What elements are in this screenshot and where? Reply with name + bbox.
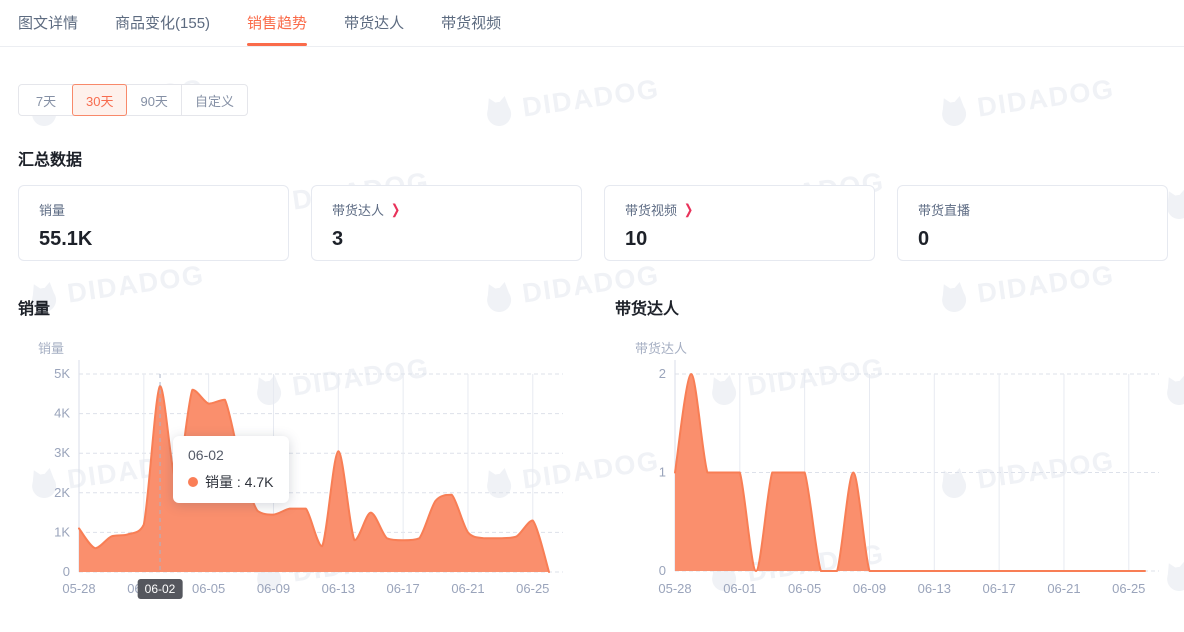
x-tick-label: 06-05: [788, 581, 821, 596]
chevron-right-icon: ❯: [391, 202, 401, 218]
x-tick-label: 05-28: [62, 581, 95, 596]
card-live-streams: 带货直播 0: [897, 185, 1168, 261]
card-promo-videos: 带货视频 ❯ 10: [604, 185, 875, 261]
x-tick-label: 06-09: [853, 581, 886, 596]
dog-icon: [487, 282, 512, 312]
promoters-chart[interactable]: 0 1 2 05-28 06-01 06-05 06-09 06-13 06-17 06-21 06…: [615, 330, 1184, 630]
range-90d-button[interactable]: 90天: [126, 85, 181, 115]
promoters-axis-name: 带货达人: [635, 341, 688, 356]
promoters-chart-canvas[interactable]: 0 1 2 05-28 06-01 06-05 06-09 06-13 06-17 06-21 06…: [615, 330, 1184, 630]
x-tick-label: 06-21: [1047, 581, 1080, 596]
y-tick-label: 2: [659, 366, 666, 381]
summary-heading: 汇总数据: [18, 152, 83, 169]
x-tick-label: 06-09: [257, 581, 290, 596]
x-tick-label: 05-28: [658, 581, 691, 596]
y-tick-label: 0: [63, 564, 70, 579]
chart-tooltip: 06-02 销量 : 4.7K: [173, 436, 289, 503]
x-tick-label: 06-25: [516, 581, 549, 596]
range-custom-button[interactable]: 自定义: [180, 85, 247, 115]
card-sales-volume: 销量 55.1K: [18, 185, 289, 261]
tab-sales-trend[interactable]: 销售趋势: [247, 12, 308, 46]
y-tick-label: 3K: [54, 445, 70, 460]
y-tick-label: 5K: [54, 366, 70, 381]
tooltip-series-dot: [188, 477, 198, 487]
tab-promoters[interactable]: 带货达人: [344, 15, 405, 32]
card-label-text: 带货直播: [918, 203, 971, 218]
card-promoters: 带货达人 ❯ 3: [311, 185, 582, 261]
x-tick-label: 06-13: [322, 581, 355, 596]
watermark-logo: DIDADOG: [934, 73, 1117, 130]
dog-icon: [942, 468, 967, 498]
watermark-logo: DIDADOG: [934, 259, 1117, 316]
axis-pointer-badge: 06-02: [137, 579, 183, 599]
watermark-logo: DIDADOG: [24, 445, 207, 502]
y-tick-label: 1: [659, 465, 666, 480]
area-fill: [79, 385, 549, 572]
chevron-right-icon: ❯: [684, 202, 694, 218]
dog-icon: [942, 282, 967, 312]
dog-icon: [32, 282, 57, 312]
tab-promo-videos[interactable]: 带货视频: [441, 15, 502, 32]
dog-icon: [487, 468, 512, 498]
dog-icon: [712, 375, 737, 405]
date-range-selector: 7天 30天 90天 自定义: [18, 84, 248, 116]
card-label-text: 销量: [39, 203, 66, 218]
tooltip-value: 销量 : 4.7K: [205, 474, 274, 490]
x-tick-label: 06-25: [1112, 581, 1145, 596]
x-tick-label: 06-01: [723, 581, 756, 596]
watermark-logo: DIDADOG: [479, 73, 662, 130]
watermark-logo: DIDADOG: [24, 259, 207, 316]
area-fill: [675, 374, 1145, 571]
promoters-chart-title: 带货达人: [615, 301, 680, 318]
tooltip-date: 06-02: [188, 447, 224, 463]
card-sales-volume-label: 销量: [39, 200, 268, 219]
area-line: [674, 373, 1146, 572]
area-line: [78, 384, 550, 573]
x-tick-label: 06-13: [918, 581, 951, 596]
sales-axis-name: 销量: [38, 341, 65, 356]
tab-graphic-detail[interactable]: 图文详情: [18, 15, 79, 32]
card-promo-videos-value: 10: [625, 228, 648, 250]
watermark-logo: DIDADOG: [934, 445, 1117, 502]
card-label-text: 带货达人: [332, 203, 385, 218]
watermark-logo: DIDADOG: [479, 445, 662, 502]
x-tick-label: 06-05: [192, 581, 225, 596]
dog-icon: [942, 96, 967, 126]
y-tick-label: 2K: [54, 485, 70, 500]
card-live-streams-value: 0: [918, 228, 930, 250]
summary-cards: 销量 55.1K 带货达人 ❯ 3 带货视频 ❯ 10 带货直播 0: [18, 185, 1168, 261]
range-7d-button[interactable]: 7天: [19, 85, 73, 115]
card-live-streams-label: 带货直播: [918, 200, 1147, 219]
x-tick-label: 06-17: [387, 581, 420, 596]
y-tick-label: 1K: [54, 524, 70, 539]
sales-chart-title: 销量: [18, 301, 51, 318]
x-tick-label: 06-17: [983, 581, 1016, 596]
card-sales-volume-value: 55.1K: [39, 228, 93, 250]
sales-chart-canvas[interactable]: 01K2K3K4K5K05-2806-0106-0506-0906-1306-1…: [18, 330, 588, 630]
x-tick-label: 06-21: [451, 581, 484, 596]
watermark-logo: DIDADOG: [479, 259, 662, 316]
dog-icon: [32, 468, 57, 498]
card-promo-videos-link[interactable]: 带货视频 ❯: [625, 200, 854, 219]
card-promoters-value: 3: [332, 228, 344, 250]
y-tick-label: 0: [659, 563, 666, 578]
sales-chart[interactable]: 01K2K3K4K5K05-2806-0106-0506-0906-1306-1…: [18, 330, 588, 630]
watermark-logo: DIDADOG: [704, 352, 887, 409]
y-tick-label: 4K: [54, 406, 70, 421]
tab-product-changes[interactable]: 商品变化(155): [115, 15, 211, 32]
card-promoters-link[interactable]: 带货达人 ❯: [332, 200, 561, 219]
card-label-text: 带货视频: [625, 203, 678, 218]
range-30d-button[interactable]: 30天: [72, 84, 128, 116]
tab-bar: 图文详情 商品变化(155) 销售趋势 带货达人 带货视频: [0, 0, 1184, 47]
dog-icon: [487, 96, 512, 126]
